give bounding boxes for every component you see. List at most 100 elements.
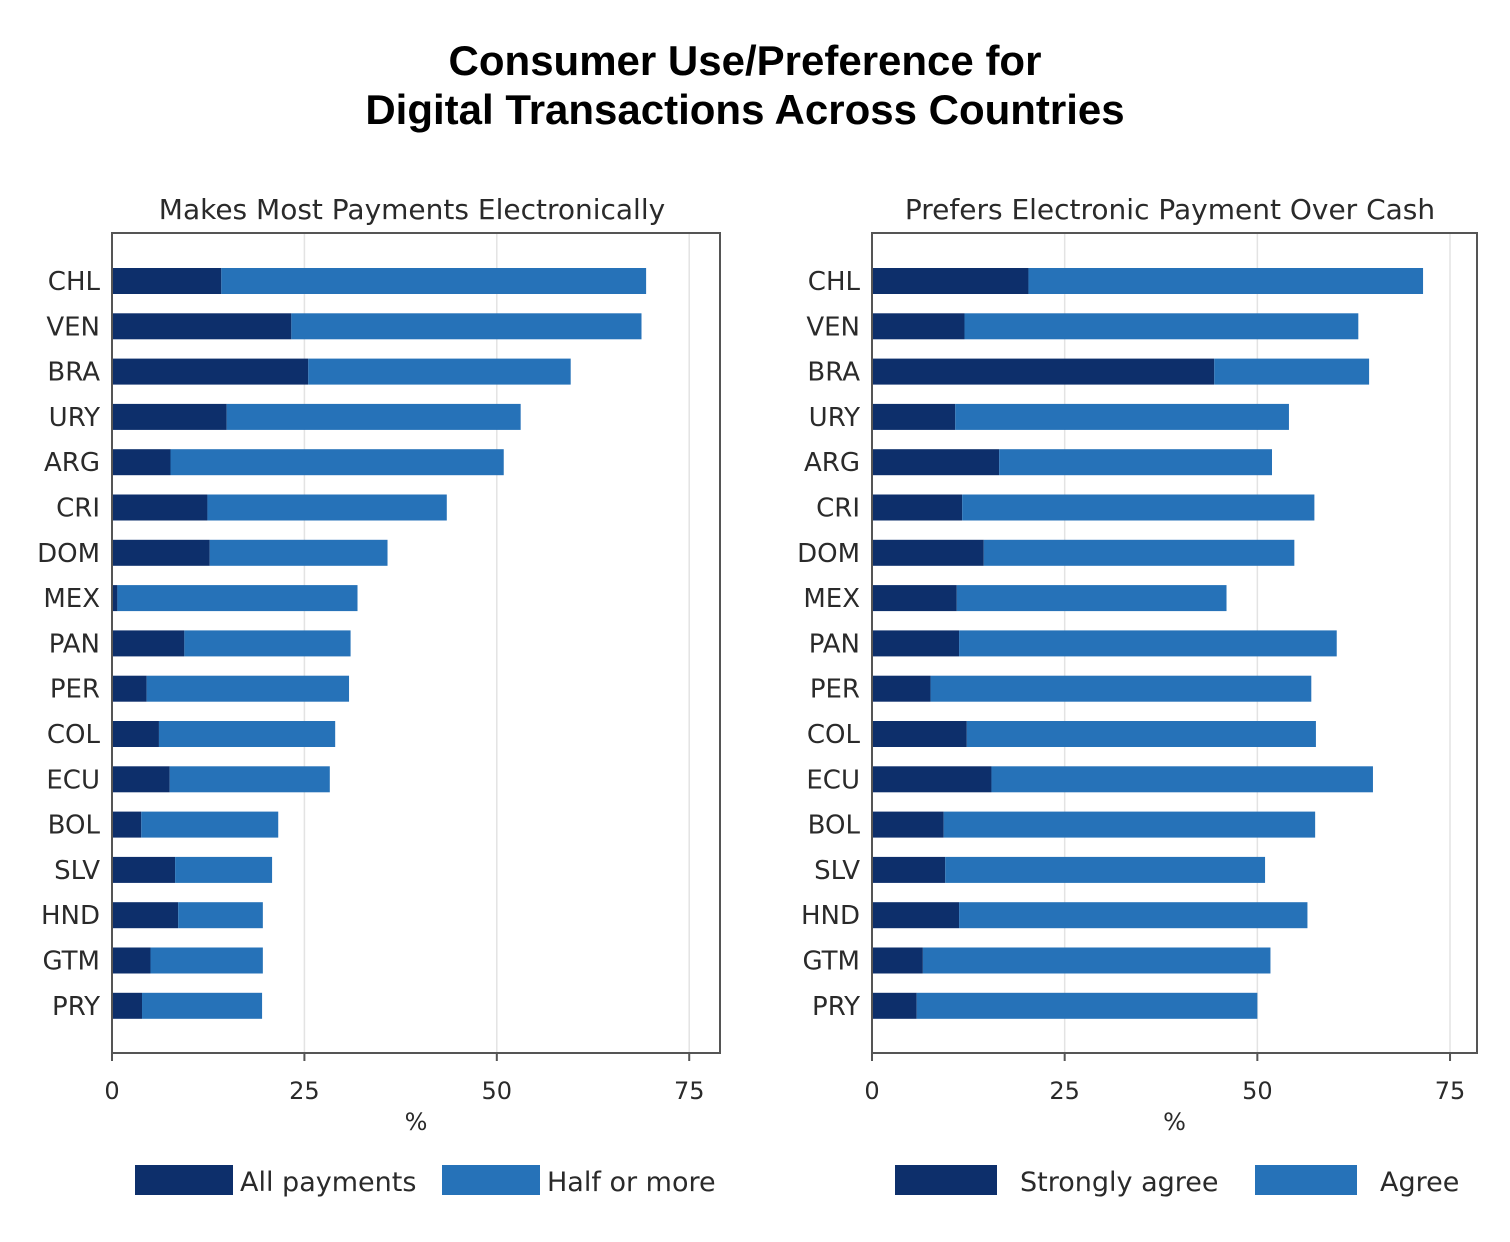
legend-swatch-strongly-agree — [895, 1165, 997, 1195]
bar-pan-all-payments — [112, 630, 185, 657]
category-label-dom: DOM — [797, 539, 860, 569]
bar-mex-strongly-agree — [872, 585, 957, 612]
category-label-col: COL — [47, 720, 101, 750]
bar-gtm-all-payments — [112, 947, 151, 974]
category-label-pry: PRY — [812, 992, 860, 1022]
category-label-pan: PAN — [809, 629, 860, 659]
legend-swatch-half-or-more — [442, 1165, 540, 1195]
bar-pan-strongly-agree — [872, 630, 960, 657]
bar-hnd-strongly-agree — [872, 902, 960, 929]
x-tick-label-0: 0 — [104, 1077, 119, 1105]
chart-main-title-line-2: Digital Transactions Across Countries — [365, 86, 1125, 133]
bar-arg-strongly-agree — [872, 449, 1000, 476]
category-label-cri: CRI — [56, 494, 100, 524]
plot-frame — [111, 232, 721, 1054]
bar-slv-strongly-agree — [872, 856, 946, 883]
bar-slv-agree — [945, 856, 1266, 883]
bar-chl-agree — [1028, 268, 1424, 294]
bar-per-all-payments — [112, 675, 147, 702]
bar-mex-agree — [956, 585, 1227, 612]
chart-2-title: Prefers Electronic Payment Over Cash — [905, 193, 1435, 226]
bar-pry-half-or-more — [142, 992, 263, 1019]
bar-bol-half-or-more — [141, 811, 279, 838]
category-label-ury: URY — [809, 403, 860, 433]
bar-slv-all-payments — [112, 856, 176, 883]
category-label-per: PER — [810, 675, 860, 705]
bar-gtm-strongly-agree — [872, 947, 923, 974]
category-label-slv: SLV — [54, 856, 100, 886]
x-tick-label-50: 50 — [1242, 1077, 1273, 1105]
bar-bra-half-or-more — [308, 358, 571, 385]
bar-col-all-payments — [112, 721, 159, 747]
bar-slv-half-or-more — [175, 856, 273, 883]
x-axis-title: % — [405, 1108, 428, 1136]
bar-hnd-agree — [959, 902, 1308, 929]
category-label-dom: DOM — [37, 539, 100, 569]
x-tick-label-0: 0 — [864, 1077, 879, 1105]
bar-col-agree — [966, 721, 1316, 747]
bar-ven-strongly-agree — [872, 313, 965, 340]
bar-ury-agree — [955, 403, 1289, 430]
bar-pan-half-or-more — [184, 630, 351, 657]
x-axis-title: % — [1163, 1108, 1186, 1136]
legend-swatch-agree — [1255, 1165, 1357, 1195]
bar-arg-all-payments — [112, 449, 171, 476]
bar-ecu-strongly-agree — [872, 766, 992, 793]
category-label-arg: ARG — [804, 448, 860, 478]
legend-label-all-payments: All payments — [240, 1167, 416, 1198]
chart-panel-1: Makes Most Payments Electronically CHL VEN… — [37, 193, 721, 1198]
category-label-per: PER — [50, 675, 100, 705]
category-label-gtm: GTM — [42, 947, 100, 977]
bar-cri-agree — [962, 494, 1315, 521]
category-label-hnd: HND — [801, 901, 860, 931]
bar-ven-all-payments — [112, 313, 292, 340]
bar-per-half-or-more — [146, 675, 350, 702]
category-label-bol: BOL — [808, 811, 861, 841]
category-label-mex: MEX — [43, 584, 100, 614]
bar-bra-agree — [1214, 358, 1370, 385]
category-label-col: COL — [807, 720, 861, 750]
bar-bra-strongly-agree — [872, 358, 1215, 385]
bar-cri-all-payments — [112, 494, 208, 521]
bar-pry-strongly-agree — [872, 992, 917, 1019]
bar-ven-half-or-more — [291, 313, 642, 340]
bar-pry-all-payments — [112, 992, 143, 1019]
category-label-gtm: GTM — [802, 947, 860, 977]
bar-dom-strongly-agree — [872, 539, 984, 566]
legend-label-half-or-more: Half or more — [547, 1167, 716, 1198]
category-label-bra: BRA — [807, 358, 860, 388]
category-label-cri: CRI — [816, 494, 860, 524]
category-label-ecu: ECU — [46, 765, 100, 795]
bar-bra-all-payments — [112, 358, 309, 385]
bar-ury-strongly-agree — [872, 403, 956, 430]
bar-ury-all-payments — [112, 403, 227, 430]
category-label-ecu: ECU — [806, 765, 860, 795]
bar-arg-half-or-more — [170, 449, 504, 476]
category-label-pry: PRY — [52, 992, 100, 1022]
bar-hnd-all-payments — [112, 902, 179, 929]
category-label-pan: PAN — [49, 629, 100, 659]
bar-ury-half-or-more — [226, 403, 521, 430]
bar-col-half-or-more — [158, 721, 336, 747]
category-label-ven: VEN — [46, 312, 100, 342]
bar-hnd-half-or-more — [178, 902, 263, 929]
bar-chl-half-or-more — [221, 268, 647, 294]
category-label-mex: MEX — [803, 584, 860, 614]
bar-chl-strongly-agree — [872, 268, 1029, 294]
bar-pry-agree — [916, 992, 1258, 1019]
bar-gtm-agree — [922, 947, 1271, 974]
bar-arg-agree — [999, 449, 1272, 476]
x-tick-label-25: 25 — [289, 1077, 320, 1105]
bar-pan-agree — [959, 630, 1337, 657]
bar-bol-agree — [943, 811, 1316, 838]
bar-mex-half-or-more — [117, 585, 358, 612]
category-label-hnd: HND — [41, 901, 100, 931]
x-tick-label-75: 75 — [674, 1077, 705, 1105]
bar-mex-all-payments — [112, 585, 118, 612]
chart-1-title: Makes Most Payments Electronically — [159, 193, 665, 226]
bar-cri-half-or-more — [207, 494, 447, 521]
bar-per-agree — [930, 675, 1312, 702]
category-label-bra: BRA — [47, 358, 100, 388]
bar-ven-agree — [964, 313, 1359, 340]
